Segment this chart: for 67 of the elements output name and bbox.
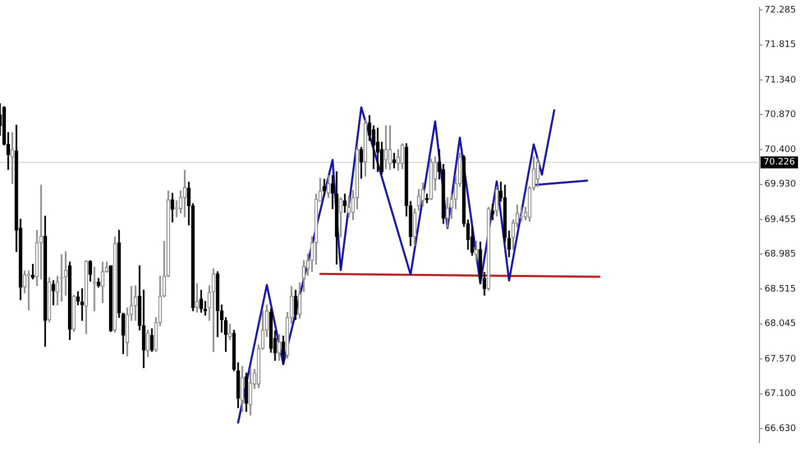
y-tick-label: 68.985 bbox=[764, 250, 796, 260]
candlestick bbox=[84, 260, 88, 334]
candlestick bbox=[56, 276, 60, 306]
candlestick bbox=[68, 262, 72, 340]
y-tick-label: 70.400 bbox=[764, 144, 796, 155]
candlestick bbox=[113, 236, 117, 333]
y-tick-label: 69.455 bbox=[764, 214, 796, 225]
candlestick bbox=[494, 186, 499, 216]
candlestick bbox=[294, 290, 298, 320]
candlestick bbox=[31, 264, 35, 280]
candlestick bbox=[248, 368, 252, 416]
candlestick bbox=[429, 158, 433, 200]
candlestick bbox=[343, 194, 347, 213]
candlestick bbox=[384, 125, 388, 170]
candlestick bbox=[536, 158, 540, 187]
y-tick-label: 71.815 bbox=[764, 40, 796, 50]
candlestick bbox=[396, 149, 400, 171]
candlestick bbox=[134, 285, 138, 321]
candlestick bbox=[88, 260, 92, 282]
y-tick-label: 72.285 bbox=[764, 5, 796, 16]
candlestick bbox=[182, 170, 187, 218]
candlestick bbox=[195, 283, 199, 313]
y-tick-label: 67.570 bbox=[764, 354, 796, 364]
candlestick bbox=[240, 366, 244, 412]
candlestick bbox=[10, 132, 14, 184]
candlestick bbox=[212, 268, 216, 352]
candlestick bbox=[474, 240, 478, 261]
candlestick bbox=[109, 265, 113, 332]
y-tick-label: 68.045 bbox=[764, 319, 796, 330]
candlestick bbox=[277, 334, 281, 361]
candlestick bbox=[376, 128, 380, 172]
y-tick-label: 71.340 bbox=[764, 75, 796, 86]
candlestick bbox=[388, 125, 392, 170]
candlestick bbox=[92, 266, 96, 312]
candlestick bbox=[76, 291, 80, 306]
candlestick bbox=[43, 216, 47, 347]
candlestick bbox=[174, 200, 178, 218]
candlestick bbox=[368, 115, 372, 141]
candlestick bbox=[216, 271, 220, 338]
candlestick bbox=[228, 324, 232, 340]
candlestick bbox=[421, 182, 425, 207]
y-tick-label: 66.630 bbox=[764, 424, 796, 434]
candlestick bbox=[425, 194, 429, 204]
candlestick bbox=[326, 175, 330, 198]
candlestick bbox=[47, 277, 52, 322]
candlestick bbox=[400, 143, 404, 170]
candlestick bbox=[281, 336, 286, 364]
candlestick bbox=[412, 208, 416, 246]
candlestick bbox=[150, 328, 154, 352]
candlestick bbox=[486, 206, 490, 290]
candlestick bbox=[364, 120, 368, 176]
candlestick bbox=[298, 282, 302, 319]
candlestick bbox=[72, 294, 76, 332]
candlestick bbox=[359, 146, 364, 179]
candlestick bbox=[100, 262, 104, 304]
candlestick bbox=[80, 288, 84, 321]
candlestick bbox=[322, 178, 326, 196]
candlestick bbox=[146, 330, 150, 358]
candlestick bbox=[334, 171, 338, 265]
ref-line-label: 70.226 bbox=[764, 158, 796, 168]
candlestick bbox=[442, 164, 446, 224]
candlestick bbox=[446, 197, 450, 228]
y-tick-label: 68.515 bbox=[764, 284, 796, 294]
y-tick-label: 69.930 bbox=[764, 180, 796, 190]
y-tick-label: 67.100 bbox=[764, 389, 796, 400]
candlestick bbox=[96, 278, 100, 288]
y-tick-label: 70.870 bbox=[764, 110, 796, 120]
